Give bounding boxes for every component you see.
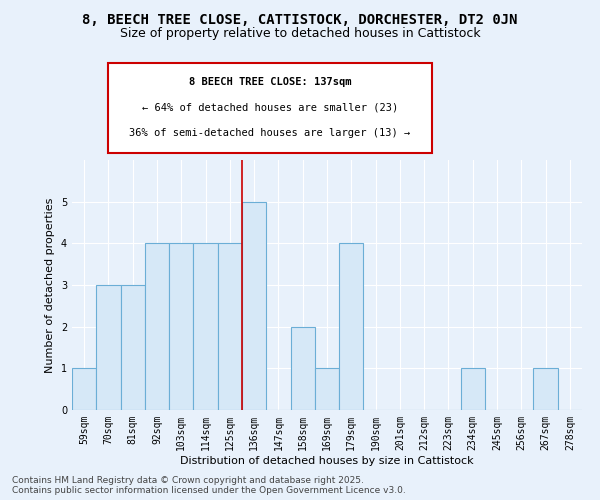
Bar <box>461 368 485 410</box>
Text: 8 BEECH TREE CLOSE: 137sqm: 8 BEECH TREE CLOSE: 137sqm <box>189 78 351 88</box>
Bar <box>290 326 315 410</box>
Bar <box>242 202 266 410</box>
Text: ← 64% of detached houses are smaller (23): ← 64% of detached houses are smaller (23… <box>142 102 398 113</box>
Bar <box>72 368 96 410</box>
Bar <box>339 244 364 410</box>
Text: Contains HM Land Registry data © Crown copyright and database right 2025.
Contai: Contains HM Land Registry data © Crown c… <box>12 476 406 495</box>
Bar <box>121 285 145 410</box>
Text: Size of property relative to detached houses in Cattistock: Size of property relative to detached ho… <box>119 28 481 40</box>
Bar <box>169 244 193 410</box>
X-axis label: Distribution of detached houses by size in Cattistock: Distribution of detached houses by size … <box>180 456 474 466</box>
Bar <box>96 285 121 410</box>
Bar <box>193 244 218 410</box>
Text: 36% of semi-detached houses are larger (13) →: 36% of semi-detached houses are larger (… <box>130 128 410 138</box>
Bar <box>533 368 558 410</box>
Y-axis label: Number of detached properties: Number of detached properties <box>46 198 55 372</box>
Bar <box>315 368 339 410</box>
Bar <box>218 244 242 410</box>
Bar <box>145 244 169 410</box>
Text: 8, BEECH TREE CLOSE, CATTISTOCK, DORCHESTER, DT2 0JN: 8, BEECH TREE CLOSE, CATTISTOCK, DORCHES… <box>82 12 518 26</box>
